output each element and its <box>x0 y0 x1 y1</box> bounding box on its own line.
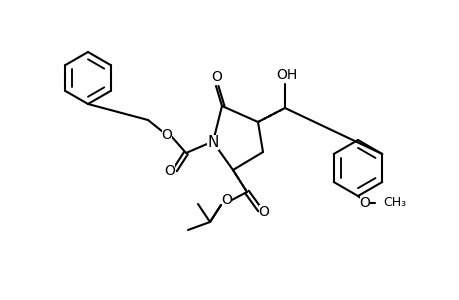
Text: O: O <box>221 193 232 207</box>
Text: O: O <box>359 196 369 210</box>
Text: O: O <box>258 205 269 219</box>
Text: O: O <box>211 70 222 84</box>
Text: O: O <box>164 164 175 178</box>
Text: CH₃: CH₃ <box>382 196 405 208</box>
Text: O: O <box>161 128 172 142</box>
Text: OH: OH <box>276 68 297 82</box>
Text: N: N <box>207 134 218 149</box>
